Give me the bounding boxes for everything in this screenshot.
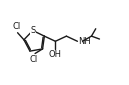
Text: OH: OH bbox=[49, 50, 62, 59]
Text: Cl: Cl bbox=[30, 55, 38, 64]
Text: S: S bbox=[30, 26, 35, 35]
Text: Cl: Cl bbox=[13, 22, 21, 31]
Text: NH: NH bbox=[78, 37, 91, 46]
